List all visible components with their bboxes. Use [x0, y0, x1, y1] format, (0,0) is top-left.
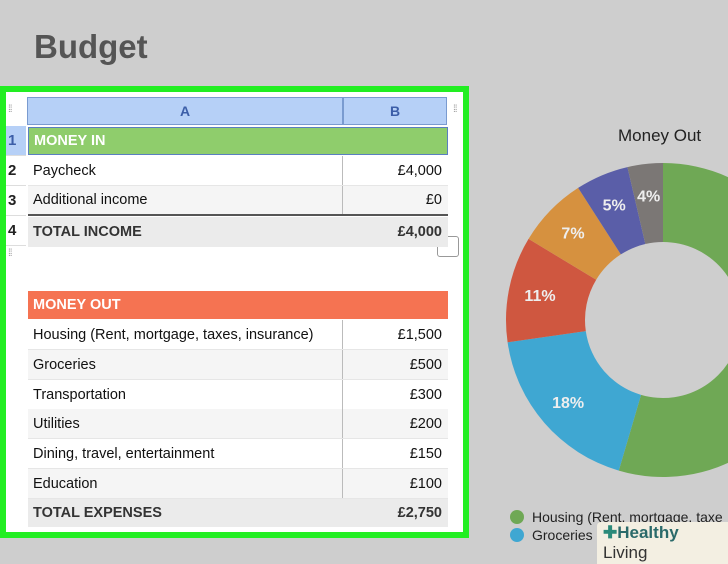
cell-value[interactable]: £300 — [409, 386, 442, 403]
slice-label: 7% — [561, 226, 584, 243]
table-row[interactable]: Transportation £300 — [28, 380, 448, 410]
column-header-b[interactable]: B — [343, 97, 447, 125]
cell-label[interactable]: Dining, travel, entertainment — [28, 439, 343, 468]
cell-label[interactable]: Utilities — [28, 409, 343, 438]
slice-label: 18% — [552, 395, 584, 412]
legend-label: Housing (Rent, mortgage, taxe — [532, 509, 723, 525]
cell-label[interactable]: Housing (Rent, mortgage, taxes, insuranc… — [28, 320, 343, 349]
donut-slice — [618, 163, 728, 477]
cell-label[interactable]: TOTAL INCOME — [33, 224, 142, 240]
money-in-header[interactable]: MONEY IN — [28, 127, 448, 155]
legend-item: Housing (Rent, mortgage, taxe — [510, 509, 723, 525]
cell-value[interactable]: £200 — [409, 415, 442, 432]
legend-dot — [510, 510, 524, 524]
donut-slice — [528, 187, 621, 280]
drag-handle-icon[interactable]: ⁞⁞ — [8, 104, 12, 115]
legend-dot — [510, 528, 524, 542]
watermark-brand: Healthy — [617, 523, 679, 542]
table-row[interactable]: Utilities £200 — [28, 409, 448, 439]
cell-label[interactable]: Education — [28, 469, 343, 498]
row-number[interactable]: 3 — [6, 186, 26, 216]
table-row[interactable]: Additional income £0 — [28, 186, 448, 216]
legend-label: Groceries — [532, 527, 593, 543]
cell-value[interactable]: £1,500 — [397, 326, 442, 343]
plus-icon: ✚ — [603, 523, 618, 542]
cell-value[interactable]: £2,750 — [397, 505, 442, 521]
row-number[interactable]: 4 — [6, 216, 26, 246]
donut-slice — [627, 163, 663, 245]
donut-chart: 18% 11% 7% 5% 4% — [506, 163, 728, 477]
cell-label[interactable]: Groceries — [28, 350, 343, 379]
chart-title: Money Out — [618, 126, 702, 145]
cell-value[interactable]: £4,000 — [397, 162, 442, 179]
cell-label[interactable]: Transportation — [28, 380, 343, 409]
row-number[interactable]: 1 — [6, 126, 26, 156]
watermark: ✚Healthy Living — [597, 522, 728, 564]
page-title: Budget — [34, 28, 148, 65]
table-row[interactable]: Groceries £500 — [28, 350, 448, 380]
drag-handle-icon[interactable]: ⁞⁞ — [8, 248, 12, 259]
drag-handle-icon[interactable]: ⁞⁞ — [453, 104, 457, 115]
slice-label: 4% — [637, 188, 660, 205]
cell-value[interactable]: £500 — [409, 356, 442, 373]
legend-item: Groceries — [510, 527, 593, 543]
column-header-a[interactable]: A — [27, 97, 343, 125]
table-row[interactable]: Dining, travel, entertainment £150 — [28, 439, 448, 469]
donut-slice — [578, 167, 646, 255]
cell-label[interactable]: Paycheck — [28, 156, 343, 185]
donut-slice — [506, 238, 597, 343]
cell-value[interactable]: £0 — [425, 192, 442, 208]
money-out-header[interactable]: MONEY OUT — [28, 291, 448, 319]
cell-value[interactable]: £100 — [409, 475, 442, 492]
table-row[interactable]: Paycheck £4,000 — [28, 156, 448, 186]
cell-label[interactable]: TOTAL EXPENSES — [33, 505, 162, 521]
total-row[interactable]: TOTAL INCOME £4,000 — [28, 217, 448, 247]
slice-label: 11% — [524, 288, 555, 305]
table-row[interactable]: Education £100 — [28, 469, 448, 499]
row-number[interactable]: 2 — [6, 156, 26, 186]
table-row[interactable]: Housing (Rent, mortgage, taxes, insuranc… — [28, 320, 448, 350]
cell-value[interactable]: £150 — [409, 445, 442, 462]
cell-label[interactable]: Additional income — [28, 186, 343, 214]
total-row[interactable]: TOTAL EXPENSES £2,750 — [28, 499, 448, 527]
slice-label: 5% — [603, 197, 626, 214]
donut-slice — [507, 331, 642, 471]
cell-value[interactable]: £4,000 — [397, 224, 442, 240]
